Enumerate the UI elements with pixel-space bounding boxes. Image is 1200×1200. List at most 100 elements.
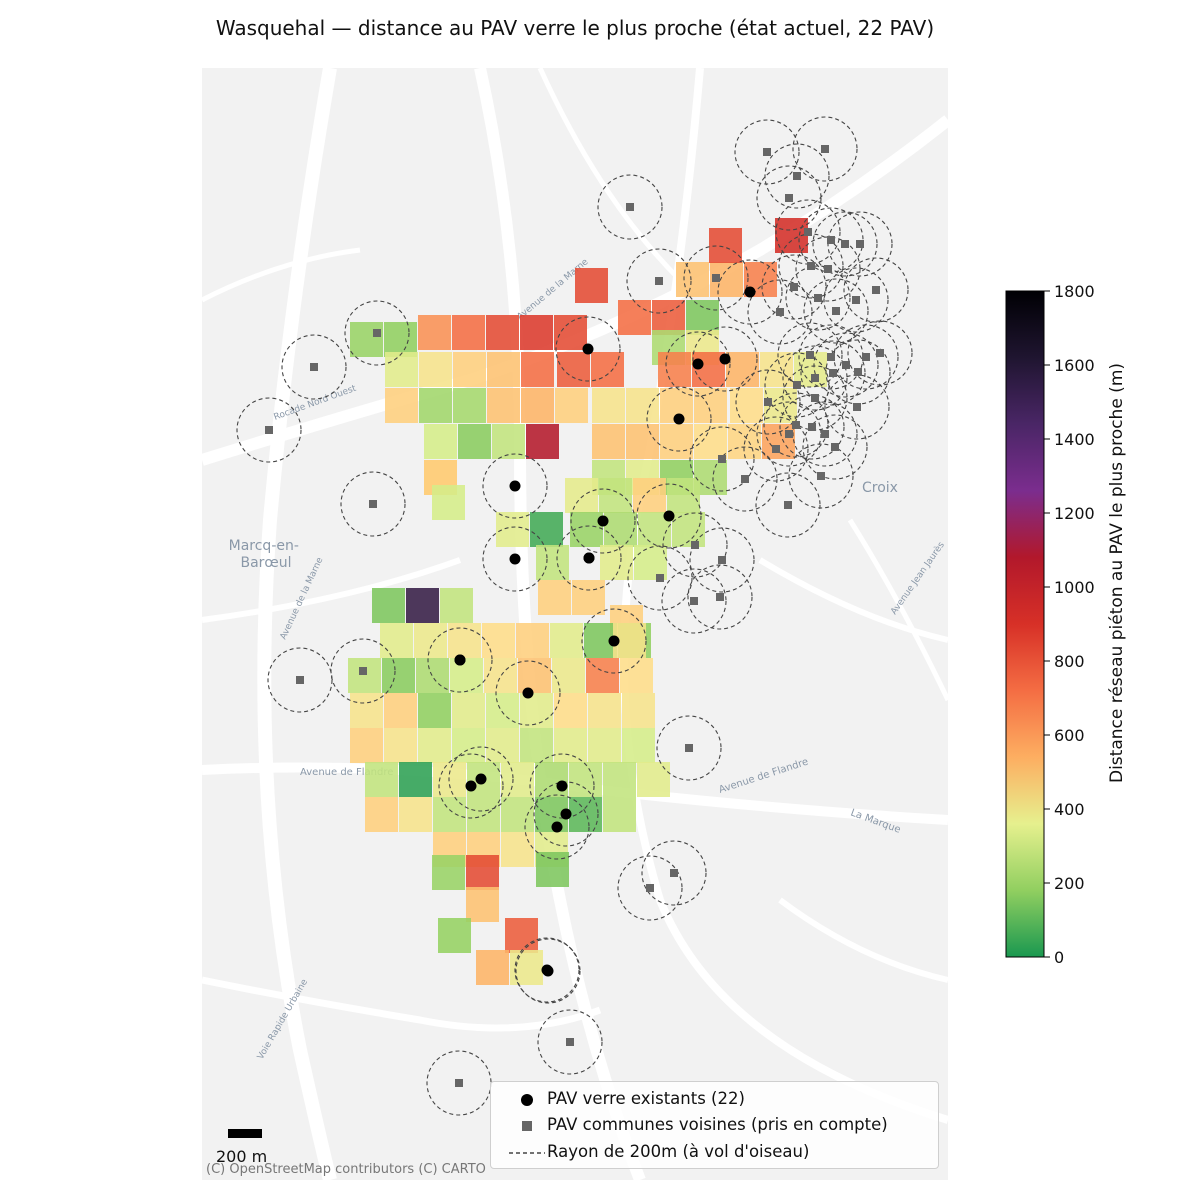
radius-circle xyxy=(656,715,722,781)
grid-cell xyxy=(620,658,653,693)
grid-cell xyxy=(538,580,571,615)
grid-cell xyxy=(565,478,598,513)
existing-pav-marker xyxy=(522,687,534,699)
neighbor-pav-marker xyxy=(626,203,634,211)
grid-cell xyxy=(516,623,549,658)
grid-cell xyxy=(482,623,515,658)
grid-cell xyxy=(501,832,534,867)
grid-cell xyxy=(418,315,451,350)
radius-circle xyxy=(636,483,702,549)
neighbor-pav-marker xyxy=(827,236,835,244)
neighbor-pav-marker xyxy=(369,500,377,508)
neighbor-pav-marker xyxy=(814,294,822,302)
grid-cell xyxy=(466,887,499,922)
radius-circle xyxy=(646,386,712,452)
neighbor-pav-marker xyxy=(804,228,812,236)
grid-cell xyxy=(433,797,466,832)
grid-cell xyxy=(572,580,605,615)
colorbar: 0 200 400 600 800 1000 1200 1400 1600 1800 Distan… xyxy=(1005,282,1127,967)
grid-cell xyxy=(626,388,659,423)
neighbor-pav-marker xyxy=(785,194,793,202)
grid-cell xyxy=(418,728,451,763)
radius-circle xyxy=(692,326,758,392)
place-label-marcq-line2: Barœul xyxy=(240,555,291,571)
grid-cell xyxy=(569,797,602,832)
grid-cell xyxy=(536,852,569,887)
neighbor-pav-marker xyxy=(690,597,698,605)
grid-cell xyxy=(604,512,637,547)
radius-circle xyxy=(427,627,493,693)
colorbar-tick-label: 400 xyxy=(1054,800,1085,819)
neighbor-pav-marker xyxy=(853,403,861,411)
radius-circle xyxy=(661,568,727,634)
neighbor-pav-marker xyxy=(829,369,837,377)
radius-circle xyxy=(556,525,622,591)
radius-circle xyxy=(800,340,866,406)
grid-cell xyxy=(438,918,471,953)
street-label-flandre-left: Avenue de Flandre xyxy=(300,767,393,778)
colorbar-tick-label: 600 xyxy=(1054,726,1085,745)
existing-pav-marker xyxy=(744,286,756,298)
neighbor-pav-marker xyxy=(685,744,693,752)
grid-cell xyxy=(406,588,439,623)
radius-circle xyxy=(482,526,548,592)
grid-cell xyxy=(385,388,418,423)
dashed-line-icon xyxy=(509,1152,545,1154)
radius-circle xyxy=(792,116,858,182)
grid-cell xyxy=(487,352,520,387)
existing-pav-marker xyxy=(597,515,609,527)
neighbor-pav-marker xyxy=(832,307,840,315)
radius-circle xyxy=(712,446,778,512)
grey-square-icon xyxy=(522,1121,532,1131)
radius-circle xyxy=(340,471,406,537)
radius-circle xyxy=(813,332,879,398)
neighbor-pav-marker xyxy=(776,308,784,316)
radius-circle xyxy=(755,472,821,538)
place-label-marcq-line1: Marcq-en- xyxy=(229,538,299,554)
grid-cell xyxy=(530,512,563,547)
grid-cell xyxy=(652,300,685,335)
neighbor-pav-marker xyxy=(763,148,771,156)
grid-cell xyxy=(552,658,585,693)
grid-cell xyxy=(603,797,636,832)
grid-cell xyxy=(554,693,587,728)
radius-circle xyxy=(617,855,683,921)
grid-cell xyxy=(686,300,719,335)
grid-cell xyxy=(554,315,587,350)
neighbor-pav-marker xyxy=(764,398,772,406)
legend-label-neighbor: PAV communes voisines (pris en compte) xyxy=(547,1115,888,1134)
grid-cell xyxy=(726,352,759,387)
grid-cell xyxy=(535,762,568,797)
neighbor-pav-marker xyxy=(793,172,801,180)
grid-cell xyxy=(380,623,413,658)
grid-cell xyxy=(622,728,655,763)
radius-circle xyxy=(344,300,410,366)
legend-label-radius: Rayon de 200m (à vol d'oiseau) xyxy=(547,1142,810,1161)
grid-cell xyxy=(452,693,485,728)
radius-circle xyxy=(515,938,581,1004)
grid-cell xyxy=(575,268,608,303)
radius-circle xyxy=(743,416,809,482)
distance-grid xyxy=(348,218,827,985)
radius-circle xyxy=(843,257,909,323)
radius-circle xyxy=(763,392,829,458)
grid-cell xyxy=(550,623,583,658)
grid-cell xyxy=(419,388,452,423)
grid-cell xyxy=(709,228,742,263)
grid-cell xyxy=(476,950,509,985)
grid-cell xyxy=(588,693,621,728)
existing-pav-marker xyxy=(692,358,704,370)
grid-cell xyxy=(350,693,383,728)
grid-cell xyxy=(501,762,534,797)
neighbor-pav-marker xyxy=(646,884,654,892)
grid-cell xyxy=(492,424,525,459)
grid-cell xyxy=(633,478,666,513)
grid-cell xyxy=(667,478,700,513)
radius-circles xyxy=(236,116,913,1116)
grid-cell xyxy=(569,762,602,797)
grid-cell xyxy=(622,693,655,728)
neighbor-pav-marker xyxy=(854,368,862,376)
radius-circle xyxy=(537,1009,603,1075)
grid-cell xyxy=(501,797,534,832)
